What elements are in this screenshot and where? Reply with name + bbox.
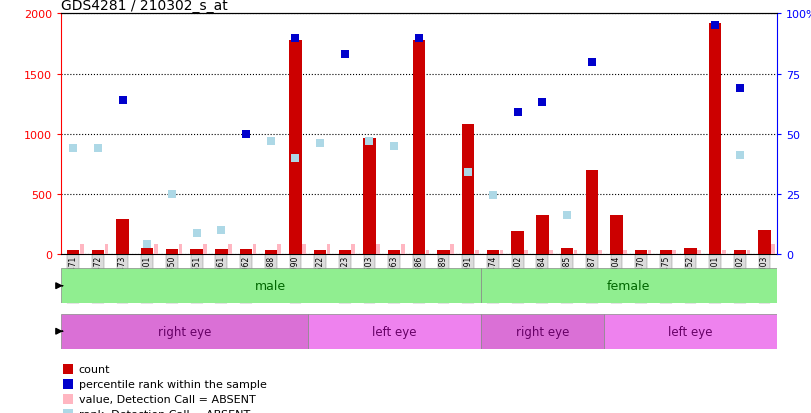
- Bar: [92, 250, 104, 254]
- Bar: [709, 24, 721, 254]
- Bar: [426, 250, 429, 254]
- Bar: [327, 244, 330, 254]
- Bar: [734, 250, 746, 254]
- Bar: [437, 250, 450, 254]
- Bar: [240, 249, 252, 254]
- Bar: [697, 250, 701, 254]
- Bar: [178, 244, 182, 254]
- Bar: [536, 216, 548, 254]
- Text: right eye: right eye: [516, 325, 569, 338]
- Bar: [512, 231, 524, 254]
- Bar: [277, 244, 281, 254]
- Bar: [253, 244, 256, 254]
- Text: left eye: left eye: [372, 325, 416, 338]
- Bar: [599, 250, 602, 254]
- Bar: [586, 170, 598, 254]
- Bar: [413, 41, 425, 254]
- Bar: [672, 250, 676, 254]
- Bar: [573, 250, 577, 254]
- Bar: [462, 125, 474, 254]
- Bar: [388, 250, 401, 254]
- Bar: [117, 219, 129, 254]
- Bar: [561, 248, 573, 254]
- Bar: [351, 244, 355, 254]
- Bar: [290, 41, 302, 254]
- Bar: [610, 216, 623, 254]
- Bar: [339, 250, 351, 254]
- Bar: [191, 249, 203, 254]
- Bar: [105, 244, 108, 254]
- Bar: [722, 250, 726, 254]
- Text: GDS4281 / 210302_s_at: GDS4281 / 210302_s_at: [61, 0, 228, 14]
- Bar: [747, 250, 750, 254]
- Text: female: female: [607, 280, 650, 292]
- Bar: [401, 244, 405, 254]
- Text: left eye: left eye: [668, 325, 713, 338]
- Bar: [228, 244, 232, 254]
- Bar: [307, 314, 481, 349]
- Bar: [487, 250, 499, 254]
- Bar: [549, 250, 553, 254]
- Bar: [758, 230, 770, 254]
- Bar: [264, 250, 277, 254]
- Bar: [604, 314, 777, 349]
- Bar: [314, 250, 326, 254]
- Bar: [771, 244, 775, 254]
- Bar: [141, 248, 153, 254]
- Bar: [204, 244, 207, 254]
- Bar: [525, 250, 528, 254]
- Bar: [363, 139, 375, 254]
- Bar: [684, 248, 697, 254]
- Bar: [659, 250, 672, 254]
- Bar: [648, 250, 651, 254]
- Bar: [215, 249, 228, 254]
- Bar: [635, 250, 647, 254]
- Bar: [154, 244, 157, 254]
- Text: rank, Detection Call = ABSENT: rank, Detection Call = ABSENT: [79, 409, 250, 413]
- Bar: [623, 250, 627, 254]
- Bar: [79, 244, 84, 254]
- Bar: [61, 314, 307, 349]
- Bar: [376, 244, 380, 254]
- Bar: [500, 250, 504, 254]
- Text: right eye: right eye: [157, 325, 211, 338]
- Bar: [475, 250, 478, 254]
- Bar: [67, 250, 79, 254]
- Text: percentile rank within the sample: percentile rank within the sample: [79, 379, 267, 389]
- Text: male: male: [255, 280, 286, 292]
- Bar: [165, 249, 178, 254]
- Bar: [450, 244, 454, 254]
- Bar: [481, 268, 777, 304]
- Bar: [61, 268, 481, 304]
- Text: count: count: [79, 364, 110, 374]
- Bar: [302, 244, 306, 254]
- Text: value, Detection Call = ABSENT: value, Detection Call = ABSENT: [79, 394, 255, 404]
- Bar: [481, 314, 604, 349]
